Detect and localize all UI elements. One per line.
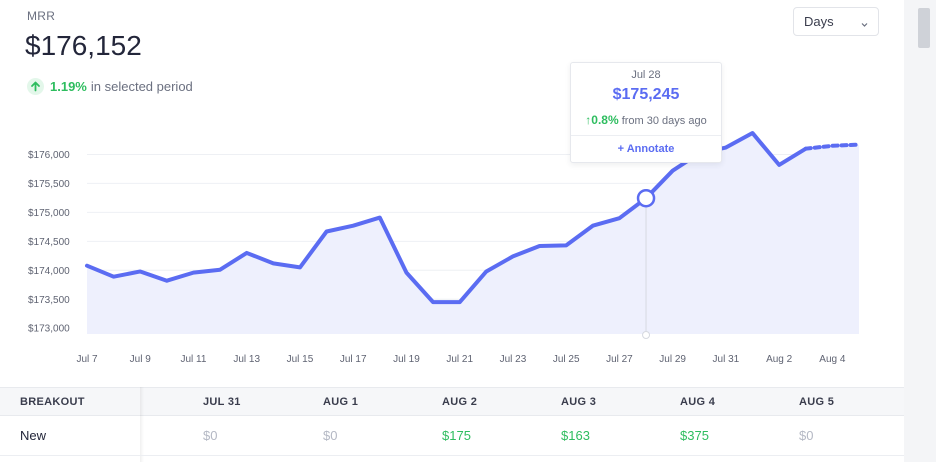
table-header bbox=[0, 387, 904, 416]
change-caption: in selected period bbox=[90, 79, 193, 94]
change-percent: 1.19% bbox=[50, 79, 87, 94]
annotate-button[interactable]: + Annotate bbox=[617, 143, 675, 155]
x-tick-label: Aug 2 bbox=[766, 354, 793, 365]
y-tick-label: $174,500 bbox=[28, 237, 70, 248]
highlight-point bbox=[636, 188, 656, 208]
column-header: AUG 5 bbox=[799, 396, 835, 408]
row-label-new[interactable]: New bbox=[20, 428, 47, 443]
breakout-header: BREAKOUT bbox=[20, 396, 85, 408]
x-tick-label: Jul 25 bbox=[553, 354, 580, 365]
x-tick-label: Jul 27 bbox=[606, 354, 633, 365]
page-gutter bbox=[904, 0, 936, 462]
chart-tooltip: Jul 28 $175,245 ↑0.8% from 30 days ago +… bbox=[570, 62, 722, 163]
column-header: JUL 31 bbox=[203, 396, 241, 408]
tooltip-change: ↑0.8% from 30 days ago bbox=[571, 113, 721, 127]
x-tick-label: Jul 15 bbox=[287, 354, 314, 365]
x-tick-label: Jul 21 bbox=[446, 354, 473, 365]
mrr-panel: MRR $176,152 1.19% in selected period Da… bbox=[0, 0, 904, 462]
column-header: AUG 4 bbox=[680, 396, 716, 408]
x-tick-label: Jul 9 bbox=[130, 354, 152, 365]
table-cell: $175 bbox=[442, 428, 471, 443]
arrow-up-icon bbox=[27, 78, 44, 95]
x-tick-label: Jul 19 bbox=[393, 354, 420, 365]
period-select[interactable]: Days bbox=[793, 7, 879, 36]
x-tick-label: Jul 23 bbox=[500, 354, 527, 365]
tooltip-change-percent: 0.8% bbox=[591, 113, 619, 127]
y-tick-label: $175,000 bbox=[28, 208, 70, 219]
y-tick-label: $174,000 bbox=[28, 266, 70, 277]
table-cell: $375 bbox=[680, 428, 709, 443]
table-cell: $0 bbox=[799, 428, 814, 443]
x-tick-label: Jul 17 bbox=[340, 354, 367, 365]
y-tick-label: $176,000 bbox=[28, 150, 70, 161]
y-tick-label: $173,000 bbox=[28, 324, 70, 335]
column-header: AUG 3 bbox=[561, 396, 597, 408]
breakout-table: BREAKOUT JUL 31 AUG 1 AUG 2 AUG 3 AUG 4 … bbox=[0, 387, 904, 462]
tooltip-date: Jul 28 bbox=[631, 69, 661, 81]
period-change: 1.19% in selected period bbox=[27, 78, 193, 95]
metric-label: MRR bbox=[27, 9, 56, 23]
table-cell: $163 bbox=[561, 428, 590, 443]
mrr-line-chart[interactable]: $173,000 $173,500 $174,000 $174,500 $175,000… bbox=[0, 0, 904, 387]
table-cell: $0 bbox=[323, 428, 338, 443]
column-header: AUG 2 bbox=[442, 396, 478, 408]
y-tick-label: $175,500 bbox=[28, 179, 70, 190]
highlight-axis-dot bbox=[642, 331, 651, 339]
column-header: AUG 1 bbox=[323, 396, 359, 408]
tooltip-divider bbox=[571, 135, 721, 136]
chevron-down-icon bbox=[860, 17, 869, 32]
row-divider bbox=[0, 455, 904, 456]
sticky-column-shadow bbox=[140, 387, 144, 462]
tooltip-up-arrow-icon: ↑ bbox=[585, 113, 592, 127]
area-fill bbox=[87, 133, 859, 334]
scrollbar-thumb[interactable] bbox=[918, 8, 930, 48]
x-tick-label: Jul 7 bbox=[76, 354, 98, 365]
tooltip-change-caption: from 30 days ago bbox=[621, 115, 707, 127]
x-tick-label: Jul 13 bbox=[233, 354, 260, 365]
metric-value: $176,152 bbox=[25, 30, 142, 61]
tooltip-value: $175,245 bbox=[612, 86, 680, 103]
series-projection-line bbox=[803, 142, 861, 151]
x-tick-label: Jul 11 bbox=[181, 354, 207, 365]
y-tick-label: $173,500 bbox=[28, 295, 70, 306]
x-tick-label: Jul 29 bbox=[659, 354, 686, 365]
x-tick-label: Jul 31 bbox=[713, 354, 740, 365]
x-tick-label: Aug 4 bbox=[819, 354, 846, 365]
period-select-value: Days bbox=[804, 14, 834, 29]
table-cell: $0 bbox=[203, 428, 218, 443]
